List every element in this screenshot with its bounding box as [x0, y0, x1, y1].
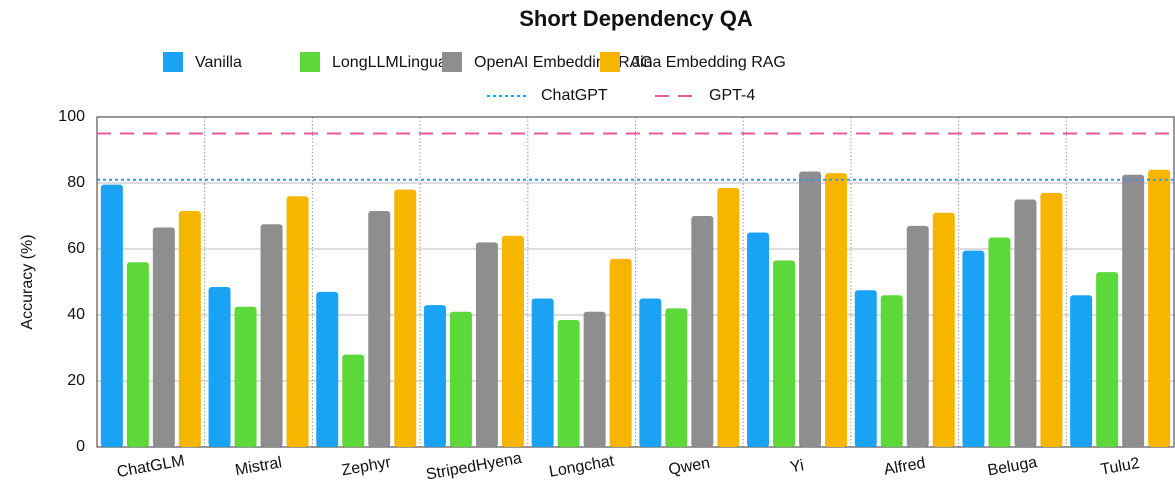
y-axis-label: Accuracy (%) [19, 234, 36, 329]
legend-label: ChatGPT [541, 87, 608, 104]
bar [260, 224, 283, 447]
legend-swatch [300, 52, 320, 72]
bar [475, 242, 498, 447]
y-tick-label: 100 [58, 108, 85, 125]
legend-swatch [442, 52, 462, 72]
x-tick-label: Longchat [548, 453, 616, 481]
bar [639, 298, 662, 447]
bar [316, 291, 339, 447]
y-tick-label: 80 [67, 174, 85, 191]
bar [583, 311, 606, 447]
bar [747, 232, 770, 447]
x-tick-label: Mistral [234, 454, 283, 479]
bar [691, 216, 714, 447]
x-tick-label: Zephyr [340, 454, 393, 480]
x-tick-label: Alfred [883, 455, 927, 479]
bar [368, 211, 391, 447]
bar [799, 171, 822, 447]
bar [962, 250, 985, 447]
bar [609, 258, 632, 447]
bar [286, 196, 309, 447]
bar [1096, 272, 1119, 447]
x-tick-label: ChatGLM [116, 452, 186, 481]
bar [208, 286, 231, 447]
legend-swatch [163, 52, 183, 72]
bar [423, 305, 446, 447]
bar [501, 235, 524, 447]
x-tick-label: Qwen [667, 455, 711, 479]
legend-label: GPT-4 [709, 87, 755, 104]
bar [1148, 169, 1171, 448]
bar [1122, 174, 1145, 447]
bar [126, 262, 149, 447]
bar [557, 319, 580, 447]
legend-swatch [600, 52, 620, 72]
bar [988, 237, 1011, 447]
bar [906, 225, 929, 447]
legend-label: Jina Embedding RAG [632, 54, 786, 71]
bar [665, 308, 688, 447]
bar [531, 298, 554, 447]
legend-label: OpenAI Embedding RAG [474, 54, 653, 71]
x-tick-label: Beluga [986, 454, 1038, 479]
bar [932, 212, 955, 447]
x-tick-label: StripedHyena [425, 450, 524, 484]
y-tick-label: 40 [67, 306, 85, 323]
bar [1040, 192, 1063, 447]
y-tick-label: 0 [76, 438, 85, 455]
legend-label: Vanilla [195, 54, 242, 71]
y-tick-label: 60 [67, 240, 85, 257]
bar [178, 211, 201, 447]
bar [717, 187, 740, 447]
legend-label: LongLLMLingua [332, 54, 447, 71]
bar [342, 354, 365, 447]
bar [1014, 199, 1037, 447]
bar [854, 290, 877, 447]
bar [825, 173, 848, 447]
bar [394, 189, 417, 447]
bar [449, 311, 472, 447]
bar [773, 260, 796, 447]
x-tick-label: Yi [789, 457, 805, 476]
bar [1070, 295, 1093, 447]
bar [880, 295, 903, 447]
x-tick-label: Tulu2 [1099, 455, 1141, 479]
chart-title: Short Dependency QA [519, 6, 753, 31]
bar [234, 306, 257, 447]
y-tick-label: 20 [67, 372, 85, 389]
plot-frame [96, 116, 1175, 448]
bar [152, 227, 175, 447]
bar [100, 184, 123, 447]
